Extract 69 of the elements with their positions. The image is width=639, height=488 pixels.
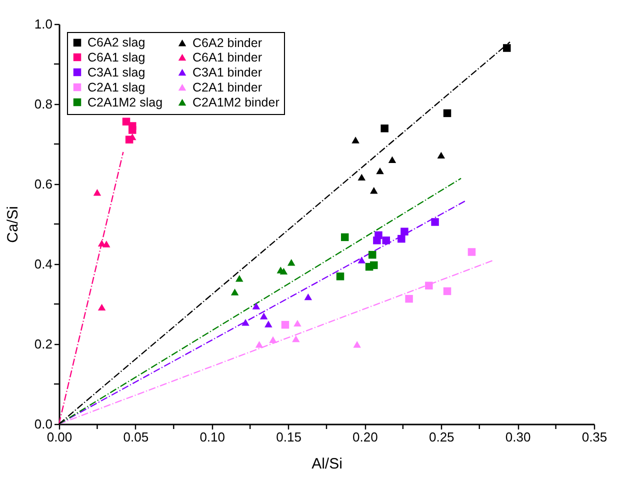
point xyxy=(336,272,344,280)
point xyxy=(370,261,378,270)
point xyxy=(260,312,268,320)
point xyxy=(400,228,408,236)
point xyxy=(98,304,106,311)
point xyxy=(255,341,264,348)
point xyxy=(292,335,300,342)
point xyxy=(128,126,136,134)
point xyxy=(443,109,452,118)
point xyxy=(102,240,110,248)
point xyxy=(431,218,439,226)
legend-label: C2A1 slag xyxy=(88,80,146,94)
legend-label: C3A1 slag xyxy=(88,65,146,80)
point xyxy=(437,152,446,159)
y-tick-label: 0.2 xyxy=(34,336,52,352)
legend-label: C2A1M2 binder xyxy=(192,95,280,110)
x-tick-label: 0.20 xyxy=(352,430,378,444)
point xyxy=(370,187,378,194)
x-tick-label: 0.10 xyxy=(200,430,226,444)
point xyxy=(294,320,302,327)
point xyxy=(443,287,452,296)
y-tick-label: 0.4 xyxy=(34,256,52,272)
point xyxy=(252,302,260,310)
point xyxy=(468,248,476,256)
point xyxy=(230,288,239,296)
point xyxy=(380,124,388,132)
point xyxy=(358,256,366,264)
legend-label: C2A1 binder xyxy=(192,80,262,94)
legend-label: C3A1 binder xyxy=(192,65,262,80)
legend-label: C6A2 binder xyxy=(192,36,262,50)
point xyxy=(376,167,384,174)
point xyxy=(425,282,433,290)
y-axis-title: Ca/Si xyxy=(4,206,22,243)
point xyxy=(368,250,376,259)
point xyxy=(388,156,396,163)
point xyxy=(304,293,312,300)
point xyxy=(405,294,413,303)
point xyxy=(352,136,360,144)
x-axis-title: Al/Si xyxy=(312,456,342,472)
point xyxy=(374,231,382,240)
point xyxy=(236,275,244,282)
x-tick-label: 0.35 xyxy=(582,430,608,444)
y-tick-label: 0.6 xyxy=(34,176,52,192)
point xyxy=(503,44,511,52)
x-tick-label: 0.25 xyxy=(428,430,454,444)
legend-label: C6A1 slag xyxy=(88,50,146,64)
y-tick-label: 1.0 xyxy=(34,16,52,32)
point xyxy=(382,236,390,244)
point xyxy=(287,259,296,266)
legend-label: C6A2 slag xyxy=(88,36,146,50)
point xyxy=(264,320,272,328)
x-tick-label: 0.30 xyxy=(505,430,531,444)
point xyxy=(122,118,130,126)
y-tick-label: 0.0 xyxy=(34,416,52,432)
point xyxy=(398,234,406,243)
x-tick-label: 0.05 xyxy=(123,430,149,444)
x-tick-label: 0.00 xyxy=(46,430,72,444)
point xyxy=(280,268,288,275)
x-tick-label: 0.15 xyxy=(276,430,302,444)
point xyxy=(93,189,102,196)
legend-label: C2A1M2 slag xyxy=(88,95,163,110)
point xyxy=(269,336,277,343)
point xyxy=(353,341,361,348)
point xyxy=(281,320,290,329)
point xyxy=(340,233,349,242)
y-tick-label: 0.8 xyxy=(34,96,52,112)
legend-label: C6A1 binder xyxy=(192,50,262,64)
point xyxy=(242,319,250,326)
point xyxy=(358,174,366,181)
